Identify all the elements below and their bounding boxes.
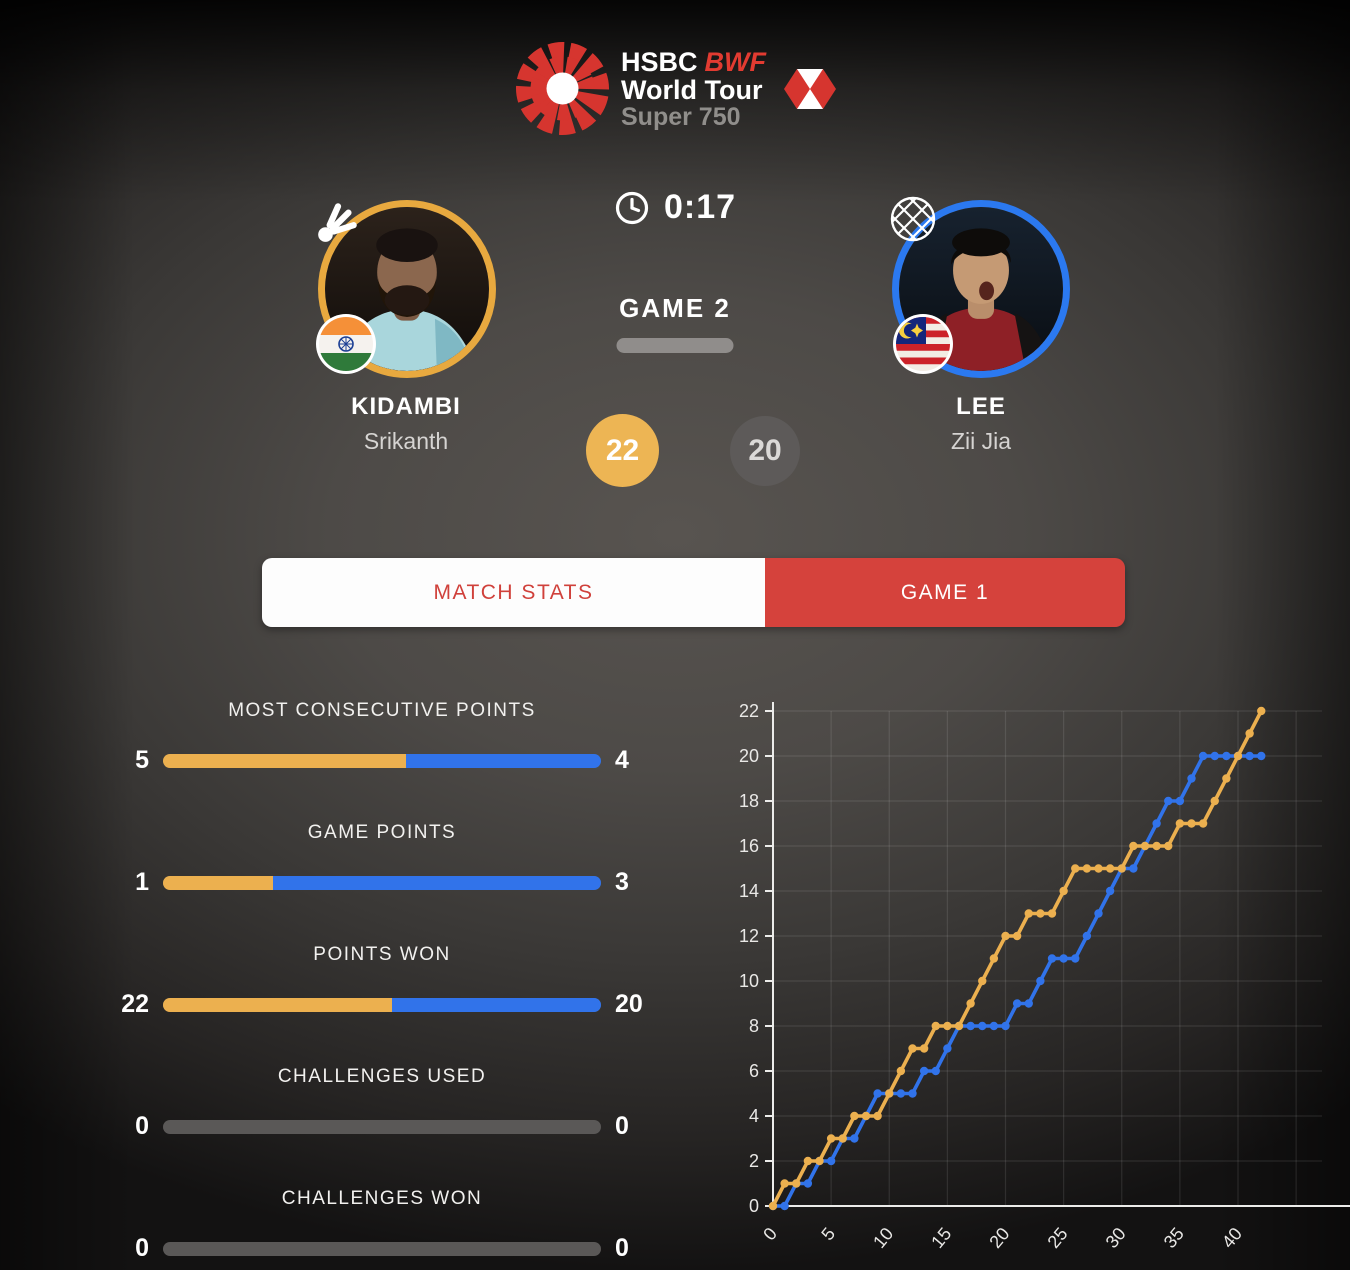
stat-value-right: 0 [615,1234,629,1262]
stats-tab-bar: MATCH STATS GAME 1 [262,558,1125,627]
player-givenname: Zii Jia [950,428,1012,454]
stat-label: CHALLENGES WON [281,1188,483,1209]
player-surname: KIDAMBI [351,393,461,420]
svg-text:2: 2 [749,1151,759,1171]
player-name-kidambi: KIDAMBI Srikanth [296,393,516,455]
game-label: GAME 2 [619,293,731,323]
score-lee: 20 [730,416,800,486]
svg-text:10: 10 [739,971,759,991]
stat-value-left: 22 [121,990,149,1018]
svg-text:16: 16 [739,836,759,856]
svg-text:0: 0 [759,1224,781,1245]
svg-text:20: 20 [985,1224,1013,1252]
stat-fill-left [163,875,273,890]
stat-label: GAME POINTS [307,822,457,843]
stat-fill-left [163,997,393,1012]
stat-fill-right [392,997,601,1012]
stat-row: POINTS WON 22 20 [85,944,679,1019]
tab-game-1[interactable]: GAME 1 [765,558,1125,627]
svg-text:8: 8 [749,1016,759,1036]
score-progression-svg: 0 2 4 6 8 10 12 14 16 18 20 22 0 5 10 15 20 25 30 35 40 [739,701,1350,1252]
flag-malaysia [893,314,953,374]
score-kidambi: 22 [586,414,659,487]
match-stats-panel: MOST CONSECUTIVE POINTS 5 4 GAME POINTS … [85,700,679,1270]
svg-text:15: 15 [927,1224,955,1252]
svg-text:12: 12 [739,926,759,946]
svg-text:4: 4 [749,1106,759,1126]
stat-value-right: 4 [615,746,629,774]
federation-name: BWF [704,46,766,77]
stat-value-right: 20 [615,990,643,1018]
racket-strings-icon [890,196,936,242]
tournament-header: HSBC BWF World Tour Super 750 [0,40,1350,137]
svg-text:40: 40 [1218,1224,1246,1252]
stat-bar [163,875,601,890]
stat-fill-right [272,875,601,890]
score-progression-chart: 0 2 4 6 8 10 12 14 16 18 20 22 0 5 10 15 20 25 30 35 40 [700,686,1350,1270]
stat-label: MOST CONSECUTIVE POINTS [228,700,536,721]
player-name-lee: LEE Zii Jia [871,393,1091,455]
svg-text:0: 0 [749,1196,759,1216]
stat-value-right: 3 [615,868,629,896]
stat-value-right: 0 [615,1112,629,1140]
bwf-burst-icon [516,42,609,135]
svg-text:18: 18 [739,791,759,811]
svg-text:6: 6 [749,1061,759,1081]
player-givenname: Srikanth [363,428,449,454]
stat-bar [163,997,601,1012]
tab-match-stats[interactable]: MATCH STATS [262,558,765,627]
stat-row: CHALLENGES WON 0 0 [85,1188,679,1263]
svg-text:22: 22 [739,701,759,721]
svg-text:20: 20 [739,746,759,766]
svg-text:14: 14 [739,881,759,901]
stat-row: MOST CONSECUTIVE POINTS 5 4 [85,700,679,775]
stat-row: CHALLENGES USED 0 0 [85,1066,679,1141]
sponsor-name: HSBC [621,46,698,77]
stat-bar [163,1241,601,1256]
tier-name: Super 750 [621,102,741,131]
tournament-title: HSBC BWF World Tour Super 750 [621,48,766,130]
shuttlecock-icon [318,203,357,242]
stat-label: POINTS WON [313,944,451,965]
match-timer: 0:17 [0,188,1350,227]
stat-fill-left [163,753,407,768]
stat-bar [163,1119,601,1134]
clock-icon [615,191,649,224]
stat-value-left: 1 [135,868,149,896]
timer-value: 0:17 [663,188,737,226]
svg-text:5: 5 [817,1224,839,1245]
stat-value-left: 0 [135,1112,149,1140]
svg-text:30: 30 [1102,1224,1130,1252]
tour-name: World Tour [621,74,763,105]
stat-value-left: 0 [135,1234,149,1262]
svg-text:10: 10 [869,1224,897,1252]
player-surname: LEE [956,393,1006,420]
stat-fill-right [406,753,601,768]
flag-india [316,314,376,374]
stat-value-left: 5 [135,746,149,774]
game-progress-bar [616,338,734,353]
hsbc-icon [784,68,836,109]
stat-bar [163,753,601,768]
svg-text:35: 35 [1160,1224,1188,1252]
stat-label: CHALLENGES USED [277,1066,487,1087]
stat-row: GAME POINTS 1 3 [85,822,679,897]
svg-text:25: 25 [1043,1224,1071,1252]
